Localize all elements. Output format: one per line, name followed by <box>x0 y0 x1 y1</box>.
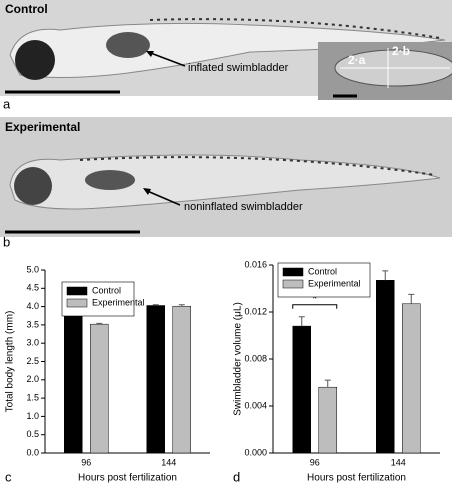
panel-label: d <box>233 469 240 484</box>
y-tick-label: 0.008 <box>244 353 267 363</box>
y-tick-label: 1.0 <box>26 411 39 421</box>
panel-label: c <box>5 469 12 484</box>
error-bar <box>96 322 103 325</box>
y-axis-label: Total body length (mm) <box>5 311 16 413</box>
bar <box>172 305 191 454</box>
y-tick-label: 0.004 <box>244 400 267 410</box>
eye <box>15 40 55 80</box>
y-axis-label: Swimbladder volume (μL) <box>233 302 244 416</box>
eye <box>14 167 52 205</box>
error-bar <box>178 304 185 307</box>
x-axis-label: Hours post fertilization <box>78 473 177 484</box>
bar <box>376 280 395 454</box>
y-tick-label: 0.016 <box>244 259 267 269</box>
error-bar <box>298 316 305 327</box>
pigment <box>79 156 436 176</box>
error-bar <box>408 293 415 304</box>
bar <box>146 305 165 454</box>
significance-star: * <box>312 291 317 306</box>
y-tick-label: 5.0 <box>26 264 39 274</box>
y-tick-label: 0.0 <box>26 447 39 457</box>
y-tick-label: 1.5 <box>26 392 39 402</box>
legend-label: Control <box>308 266 337 276</box>
arrow <box>144 189 181 206</box>
bar <box>64 310 83 454</box>
photo-annotation: inflated swimbladder <box>188 62 289 74</box>
bar <box>90 323 109 454</box>
y-tick-label: 0.012 <box>244 306 267 316</box>
y-tick-label: 4.0 <box>26 301 39 311</box>
bar <box>402 303 421 454</box>
y-tick-label: 3.0 <box>26 338 39 348</box>
x-tick-label: 96 <box>310 457 320 467</box>
x-tick-label: 96 <box>81 457 91 467</box>
bar <box>318 386 337 454</box>
inset-label: 2·a <box>348 53 366 67</box>
error-bar <box>382 270 389 281</box>
x-tick-label: 144 <box>391 457 406 467</box>
arrow <box>147 51 186 67</box>
panel-label: a <box>3 96 11 111</box>
legend-label: Experimental <box>92 297 145 307</box>
y-tick-label: 2.0 <box>26 374 39 384</box>
x-tick-label: 144 <box>161 457 176 467</box>
photo-label: Control <box>5 2 48 16</box>
legend-swatch <box>282 279 304 289</box>
error-bar <box>324 379 331 388</box>
x-axis-label: Hours post fertilization <box>307 473 406 484</box>
legend-swatch <box>282 267 304 277</box>
arrow-head <box>146 51 154 57</box>
y-tick-label: 0.5 <box>26 429 39 439</box>
legend-swatch <box>66 298 88 308</box>
photo-annotation: noninflated swimbladder <box>184 201 303 213</box>
larva <box>9 154 441 210</box>
y-tick-label: 3.5 <box>26 319 39 329</box>
legend-swatch <box>66 286 88 296</box>
y-tick-label: 0.000 <box>244 447 267 457</box>
error-bar <box>152 304 159 306</box>
photo-label: Experimental <box>5 120 80 134</box>
inset-label: 2·b <box>392 44 410 58</box>
y-tick-label: 4.5 <box>26 283 39 293</box>
arrow-head <box>143 188 151 195</box>
panel-label: b <box>3 234 10 249</box>
legend-label: Experimental <box>308 278 361 288</box>
swimbladder <box>106 32 150 58</box>
bar <box>292 325 311 454</box>
legend-label: Control <box>92 285 121 295</box>
significance-bracket <box>292 304 338 309</box>
y-tick-label: 2.5 <box>26 356 39 366</box>
swimbladder <box>85 170 135 190</box>
pigment <box>149 18 441 39</box>
